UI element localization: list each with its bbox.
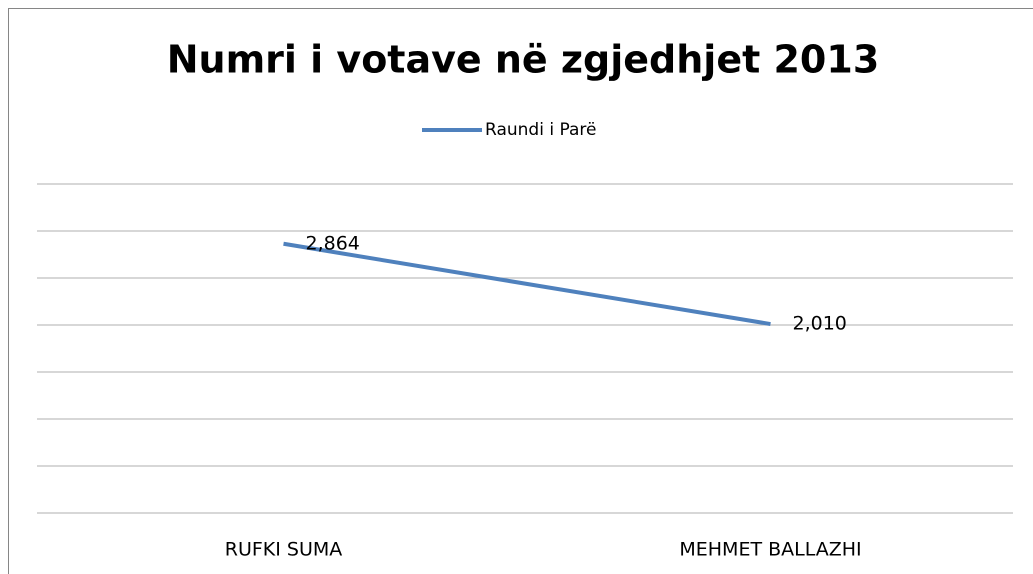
data-label: 2,010 <box>793 313 847 335</box>
x-tick-label: MEHMET BALLAZHI <box>679 539 861 561</box>
legend-label: Raundi i Parë <box>485 120 596 140</box>
x-tick-label: RUFKI SUMA <box>225 539 343 561</box>
data-label: 2,864 <box>306 232 360 254</box>
chart-title: Numri i votave në zgjedhjet 2013 <box>167 38 880 82</box>
series-line <box>283 241 771 327</box>
chart-frame <box>8 8 1033 574</box>
